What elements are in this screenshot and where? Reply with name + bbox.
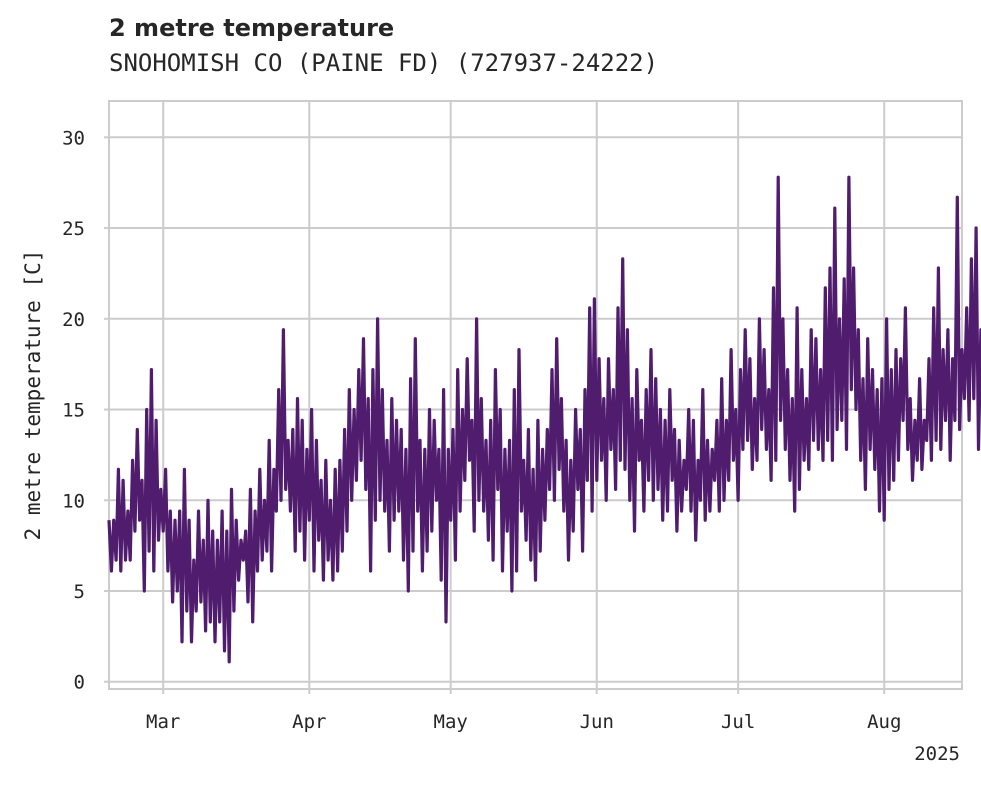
y-tick-label: 5 [74, 581, 85, 603]
chart-title: 2 metre temperature [109, 14, 395, 42]
x-tick-label: May [434, 711, 468, 733]
y-tick-label: 25 [62, 218, 85, 240]
y-tick-label: 10 [62, 490, 85, 512]
x-tick-label: Aug [867, 711, 901, 733]
y-tick-label: 0 [74, 672, 85, 694]
y-axis: 0 5 10 15 20 25 30 [62, 127, 109, 694]
x-tick-label: Jun [580, 711, 614, 733]
series-line-temperature [107, 175, 981, 664]
x-tick-label: Mar [146, 711, 180, 733]
y-axis-label: 2 metre temperature [C] [21, 250, 45, 541]
x-axis: Mar Apr May Jun Jul Aug [146, 689, 901, 733]
chart-subtitle: SNOHOMISH CO (PAINE FD) (727937-24222) [109, 49, 659, 77]
y-tick-label: 15 [62, 400, 85, 422]
y-tick-label: 30 [62, 127, 85, 149]
x-tick-label: Apr [292, 711, 326, 733]
x-tick-label: Jul [721, 711, 755, 733]
y-tick-label: 20 [62, 309, 85, 331]
x-year-label: 2025 [914, 743, 960, 765]
